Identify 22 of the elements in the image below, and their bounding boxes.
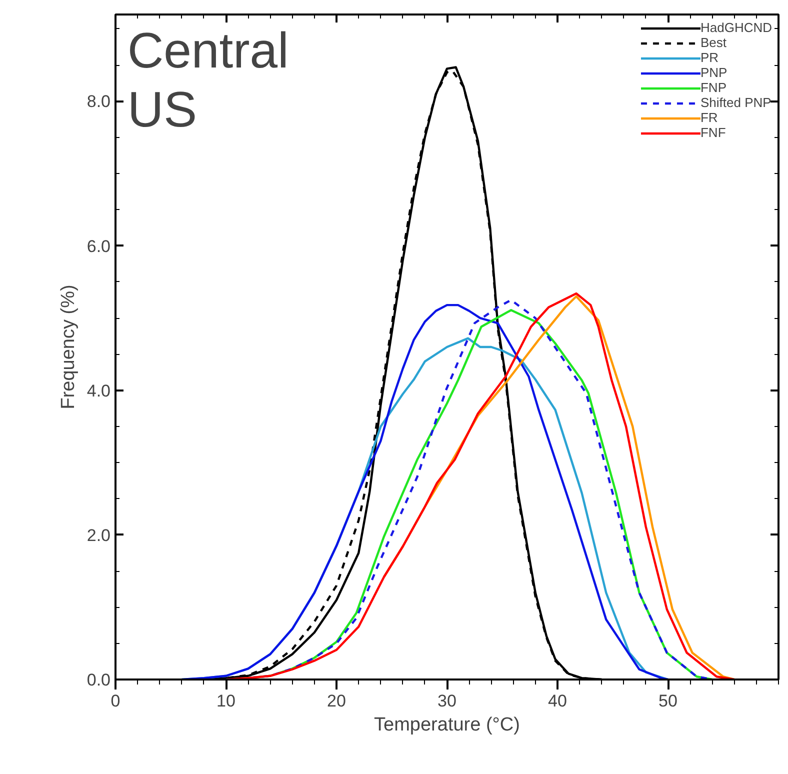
y-tick-label: 8.0 [86,92,111,112]
x-tick-label: 0 [110,692,120,710]
annotation: Central US [128,22,289,138]
y-tick-label: 6.0 [86,236,111,256]
legend-label: Best [700,35,726,50]
legend-label: FNP [700,80,726,95]
y-tick-label: 4.0 [86,381,111,400]
legend-label: PR [700,50,720,65]
legend-label: FNF [700,125,726,140]
x-tick-label: 50 [658,692,678,710]
legend-label: Shifted PNP [700,95,772,110]
x-axis-title: Temperature (°C) [374,714,520,736]
x-tick-label: 10 [216,692,236,710]
y-tick-label: 0.0 [86,670,111,690]
x-tick-label: 40 [548,692,567,710]
x-tick-label: 30 [438,692,456,710]
y-tick-label: 2.0 [86,526,111,545]
legend-label: HadGHCND [700,20,772,35]
y-axis-title: Frequency (%) [58,284,79,410]
legend-label: FR [700,110,719,125]
x-tick-label: 20 [327,692,346,710]
legend-label: PNP [700,65,728,80]
